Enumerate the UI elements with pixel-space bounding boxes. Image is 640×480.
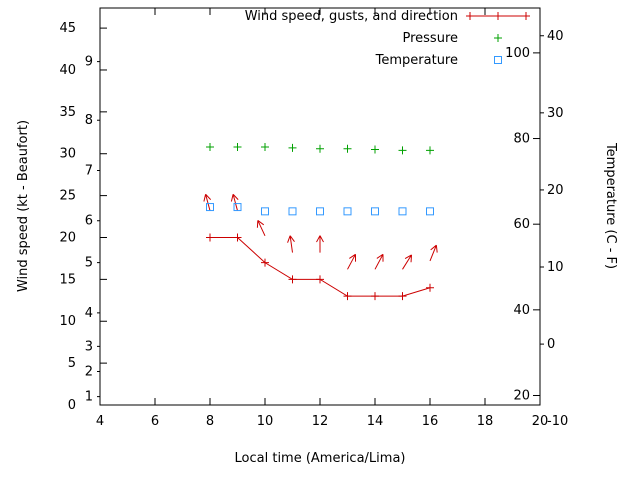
- temperature-marker: [316, 207, 324, 216]
- x-tick-label: 10: [257, 414, 274, 429]
- celsius-tick-label: 20: [547, 183, 564, 198]
- temperature-marker: [398, 207, 407, 216]
- x-tick-label: 18: [477, 414, 494, 429]
- x-tick-label: 12: [312, 414, 329, 429]
- kt-tick-label: 10: [59, 314, 76, 329]
- x-tick-label: 20: [532, 414, 549, 429]
- x-tick-label: 16: [422, 414, 439, 429]
- kt-tick-label: 15: [59, 272, 76, 287]
- pressure-marker: [371, 145, 379, 154]
- x-tick-label: 6: [151, 414, 159, 429]
- kt-tick-label: 20: [59, 230, 76, 245]
- fahrenheit-tick-label: 100: [505, 46, 530, 61]
- celsius-tick-label: 30: [547, 106, 564, 121]
- legend-pressure-marker: [494, 34, 502, 42]
- pressure-marker: [233, 143, 242, 152]
- beaufort-tick-label: 9: [85, 55, 93, 70]
- plot-border: [99, 7, 541, 406]
- plot-area: 4 6 8 10 12 14 16 18 200510152025303540451234567…: [59, 7, 568, 429]
- y-axis-label-right: Temperature (C - F): [603, 142, 618, 269]
- legend-wind-marker: [522, 12, 530, 20]
- celsius-tick-label: 0: [547, 337, 555, 352]
- y-axis-label-left: Wind speed (kt - Beaufort): [16, 120, 31, 292]
- wind-direction-arrow: [374, 253, 384, 270]
- beaufort-tick-label: 2: [85, 364, 93, 379]
- legend-temperature-marker: [494, 56, 502, 64]
- temperature-marker: [206, 203, 214, 212]
- wind-direction-arrow: [316, 235, 324, 253]
- temperature-marker: [288, 207, 297, 216]
- legend-wind-marker: [466, 12, 474, 20]
- wind-direction-arrow: [429, 244, 438, 262]
- wind-direction-arrow: [347, 253, 357, 270]
- beaufort-tick-label: 1: [85, 390, 93, 405]
- fahrenheit-tick-label: 40: [513, 303, 530, 318]
- wind-speed-marker: [343, 292, 352, 301]
- temperature-marker: [233, 203, 242, 212]
- pressure-marker: [426, 146, 434, 155]
- beaufort-tick-label: 8: [85, 113, 93, 128]
- kt-tick-label: 40: [59, 63, 76, 78]
- legend-label-temperature: Temperature: [375, 53, 458, 68]
- wind-direction-arrow: [256, 220, 266, 237]
- beaufort-tick-label: 3: [85, 339, 93, 354]
- wind-direction-arrow: [287, 235, 295, 253]
- legend-label-pressure: Pressure: [402, 31, 458, 46]
- kt-tick-label: 0: [68, 398, 76, 413]
- pressure-marker: [206, 143, 214, 152]
- pressure-marker: [261, 143, 269, 152]
- wind-speed-marker: [371, 292, 379, 301]
- beaufort-tick-label: 6: [85, 214, 93, 229]
- celsius-tick-label: -10: [547, 414, 568, 429]
- kt-tick-label: 45: [59, 21, 76, 36]
- temperature-marker: [426, 207, 434, 216]
- beaufort-tick-label: 5: [85, 256, 93, 271]
- temperature-marker: [261, 207, 269, 216]
- temperature-marker: [371, 207, 379, 216]
- wind-speed-marker: [288, 275, 297, 284]
- pressure-marker: [288, 143, 297, 152]
- beaufort-tick-label: 4: [85, 306, 93, 321]
- beaufort-tick-label: 7: [85, 163, 93, 178]
- fahrenheit-tick-label: 20: [513, 388, 530, 403]
- x-tick-label: 8: [206, 414, 214, 429]
- wind-direction-arrow: [203, 193, 212, 211]
- wind-speed-marker: [426, 283, 434, 292]
- x-axis-label: Local time (America/Lima): [235, 451, 406, 466]
- fahrenheit-tick-label: 80: [513, 132, 530, 147]
- fahrenheit-tick-label: 60: [513, 217, 530, 232]
- kt-tick-label: 25: [59, 189, 76, 204]
- wind-speed-marker: [398, 292, 407, 301]
- kt-tick-label: 30: [59, 147, 76, 162]
- kt-tick-label: 5: [68, 356, 76, 371]
- pressure-marker: [343, 144, 352, 153]
- pressure-marker: [316, 144, 324, 153]
- pressure-marker: [398, 146, 407, 155]
- kt-tick-label: 35: [59, 105, 76, 120]
- legend-label-wind: Wind speed, gusts, and direction: [245, 9, 458, 24]
- x-tick-label: 14: [367, 414, 384, 429]
- wind-direction-arrow: [402, 254, 413, 270]
- wind-speed-marker: [206, 233, 214, 242]
- celsius-tick-label: 40: [547, 29, 564, 44]
- legend-wind-marker: [494, 12, 502, 20]
- wind-speed-marker: [316, 275, 324, 284]
- temperature-marker: [343, 207, 352, 216]
- x-tick-label: 4: [96, 414, 104, 429]
- celsius-tick-label: 10: [547, 260, 564, 275]
- wind-speed-marker: [233, 233, 242, 242]
- wind-direction-arrow: [230, 193, 239, 211]
- wind-speed-marker: [261, 258, 269, 267]
